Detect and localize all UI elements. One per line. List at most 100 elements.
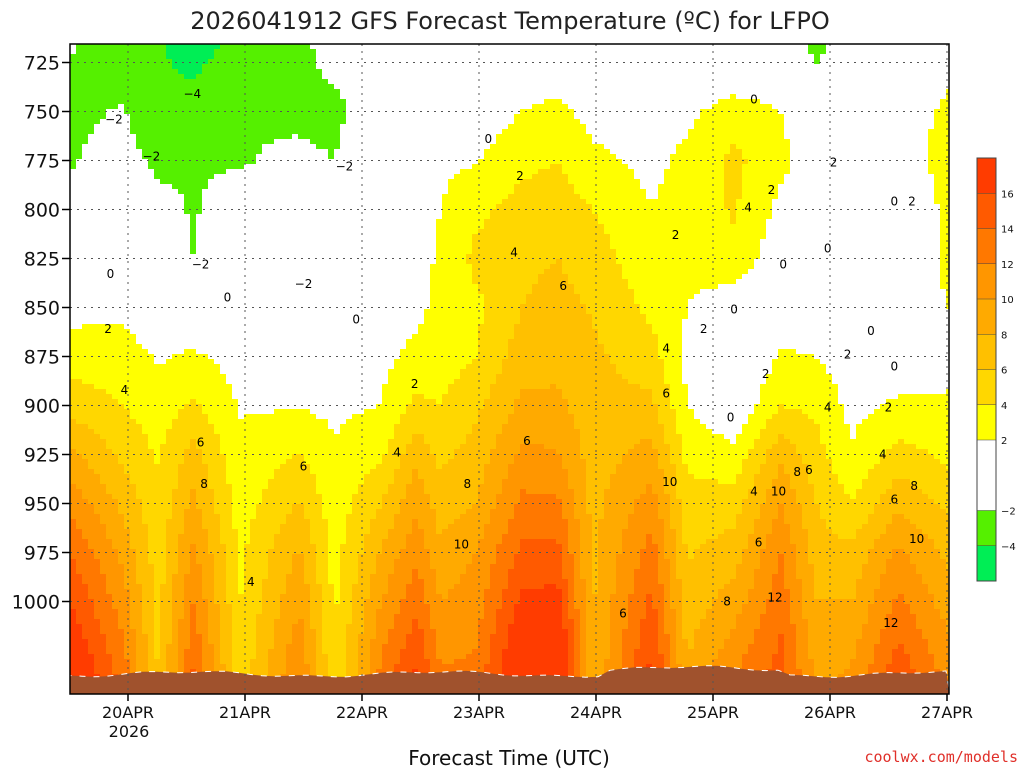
- field-cell: [142, 514, 149, 520]
- field-cell: [214, 329, 221, 335]
- field-cell: [124, 664, 131, 670]
- field-cell: [262, 614, 269, 620]
- field-cell: [76, 529, 83, 535]
- field-cell: [124, 374, 131, 380]
- field-cell: [142, 154, 149, 160]
- field-cell: [226, 454, 233, 460]
- field-cell: [172, 189, 179, 195]
- field-cell: [70, 139, 77, 145]
- field-cell: [112, 219, 119, 225]
- field-cell: [148, 154, 155, 160]
- field-cell: [130, 569, 137, 575]
- field-cell: [196, 474, 203, 480]
- field-cell: [256, 104, 263, 110]
- field-cell: [148, 274, 155, 280]
- field-cell: [136, 649, 143, 655]
- field-cell: [256, 504, 263, 510]
- field-cell: [274, 554, 281, 560]
- field-cell: [106, 204, 113, 210]
- field-cell: [172, 199, 179, 205]
- field-cell: [130, 529, 137, 535]
- field-cell: [298, 119, 305, 125]
- field-cell: [226, 379, 233, 385]
- field-cell: [112, 209, 119, 215]
- field-cell: [154, 174, 161, 180]
- field-cell: [118, 299, 125, 305]
- field-cell: [94, 604, 101, 610]
- field-cell: [112, 279, 119, 285]
- field-cell: [196, 134, 203, 140]
- field-cell: [160, 469, 167, 475]
- field-cell: [88, 414, 95, 420]
- field-cell: [184, 129, 191, 135]
- field-cell: [76, 229, 83, 235]
- field-cell: [232, 419, 239, 425]
- field-cell: [88, 229, 95, 235]
- field-cell: [88, 294, 95, 300]
- field-cell: [202, 484, 209, 490]
- field-cell: [88, 459, 95, 465]
- field-cell: [160, 634, 167, 640]
- field-cell: [94, 664, 101, 670]
- field-cell: [82, 549, 89, 555]
- field-cell: [148, 89, 155, 95]
- field-cell: [190, 409, 197, 415]
- field-cell: [118, 584, 125, 590]
- field-cell: [292, 539, 299, 545]
- field-cell: [136, 664, 143, 670]
- field-cell: [166, 454, 173, 460]
- field-cell: [262, 629, 269, 635]
- field-cell: [208, 569, 215, 575]
- field-cell: [286, 339, 293, 345]
- field-cell: [244, 549, 251, 555]
- field-cell: [106, 249, 113, 255]
- field-cell: [208, 239, 215, 245]
- field-cell: [256, 79, 263, 85]
- field-cell: [196, 434, 203, 440]
- field-cell: [268, 294, 275, 300]
- field-cell: [70, 149, 77, 155]
- field-cell: [160, 234, 167, 240]
- field-cell: [262, 559, 269, 565]
- field-cell: [208, 179, 215, 185]
- field-cell: [196, 454, 203, 460]
- field-cell: [142, 429, 149, 435]
- field-cell: [232, 224, 239, 230]
- field-cell: [82, 644, 89, 650]
- field-cell: [118, 474, 125, 480]
- field-cell: [70, 204, 77, 210]
- field-cell: [142, 144, 149, 150]
- field-cell: [256, 309, 263, 315]
- field-cell: [100, 249, 107, 255]
- field-cell: [238, 309, 245, 315]
- field-cell: [250, 359, 257, 365]
- field-cell: [244, 99, 251, 105]
- field-cell: [118, 639, 125, 645]
- field-cell: [136, 219, 143, 225]
- field-cell: [238, 569, 245, 575]
- field-cell: [220, 284, 227, 290]
- field-cell: [112, 154, 119, 160]
- field-cell: [70, 89, 77, 95]
- field-cell: [178, 249, 185, 255]
- field-cell: [70, 369, 77, 375]
- field-cell: [274, 114, 281, 120]
- field-cell: [112, 389, 119, 395]
- field-cell: [106, 329, 113, 335]
- field-cell: [214, 559, 221, 565]
- field-cell: [142, 254, 149, 260]
- field-cell: [220, 229, 227, 235]
- field-cell: [100, 519, 107, 525]
- field-cell: [142, 84, 149, 90]
- field-cell: [286, 199, 293, 205]
- field-cell: [118, 234, 125, 240]
- field-cell: [238, 634, 245, 640]
- field-cell: [250, 409, 257, 415]
- field-cell: [190, 219, 197, 225]
- field-cell: [76, 419, 83, 425]
- field-cell: [100, 569, 107, 575]
- field-cell: [262, 229, 269, 235]
- field-cell: [106, 554, 113, 560]
- field-cell: [82, 169, 89, 175]
- field-cell: [196, 109, 203, 115]
